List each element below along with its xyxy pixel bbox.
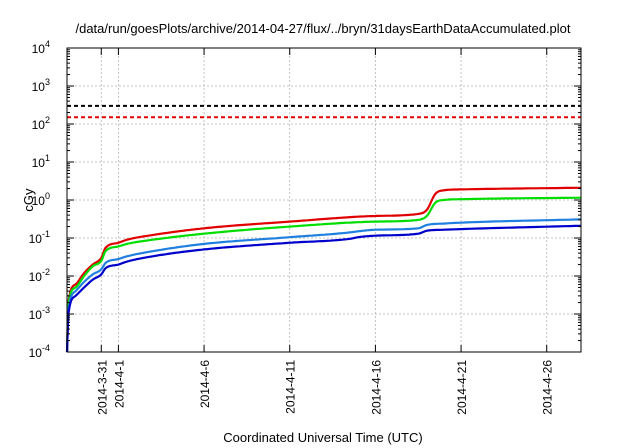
x-tick-label: 2014-4-26	[541, 360, 555, 415]
threshold-lines	[67, 104, 581, 119]
chart-title: /data/run/goesPlots/archive/2014-04-27/f…	[75, 21, 570, 36]
y-tick-label: 104	[32, 39, 50, 56]
grid	[67, 48, 581, 352]
y-tick-label: 10-4	[29, 343, 50, 360]
x-tick-label: 2014-4-1	[112, 360, 126, 408]
y-tick-label: 10-3	[29, 305, 50, 322]
x-tick-label: 2014-4-11	[284, 360, 298, 414]
y-axis-label: cGy	[21, 188, 36, 212]
x-axis: 2014-3-31 2014-4-1 2014-4-6 2014-4-11 2014-4…	[95, 48, 555, 415]
y-tick-label: 10-2	[29, 267, 50, 284]
y-tick-label: 10-1	[29, 229, 50, 246]
series-line	[65, 224, 582, 353]
x-axis-label: Coordinated Universal Time (UTC)	[223, 430, 422, 445]
series-group	[65, 186, 582, 353]
x-tick-label: 2014-4-6	[198, 360, 212, 408]
series-line	[65, 186, 581, 353]
x-tick-label: 2014-4-16	[369, 360, 383, 415]
x-tick-label: 2014-4-21	[455, 360, 469, 415]
x-tick-label: 2014-3-31	[95, 360, 109, 415]
y-tick-label: 102	[32, 115, 50, 132]
series-line	[65, 196, 582, 353]
series-line	[65, 218, 582, 353]
y-tick-label: 101	[32, 153, 50, 170]
y-tick-label: 103	[32, 77, 50, 94]
